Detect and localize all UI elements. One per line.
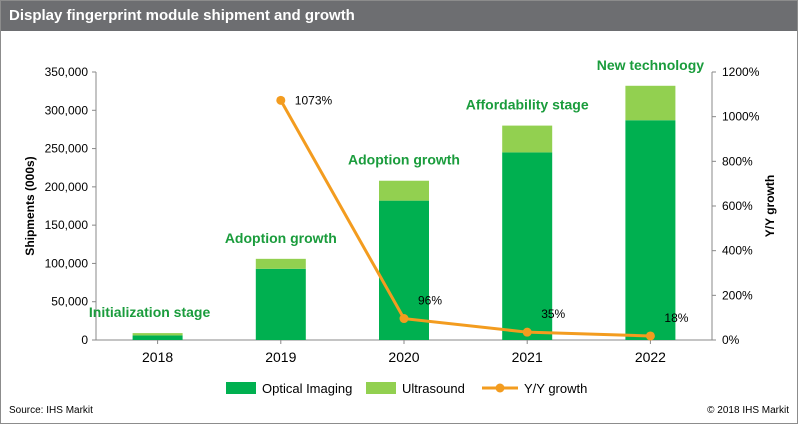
legend-label-ultrasound: Ultrasound (402, 381, 465, 396)
copyright-note: © 2018 IHS Markit (707, 405, 789, 416)
growth-point (522, 327, 532, 337)
y-axis-title: Shipments (000s) (23, 156, 37, 255)
y2-tick-label: 600% (722, 199, 753, 213)
y-tick-label: 300,000 (45, 103, 89, 117)
chart-title: Display fingerprint module shipment and … (9, 7, 355, 24)
growth-data-label: 35% (541, 307, 565, 321)
bar-optical-imaging (132, 335, 183, 340)
y2-tick-label: 1000% (722, 110, 760, 124)
bar-optical-imaging (625, 120, 676, 341)
bar-ultrasound (379, 180, 429, 201)
y-tick-label: 100,000 (45, 256, 89, 270)
x-tick-label: 2022 (635, 349, 666, 365)
y-tick-label: 0 (81, 333, 88, 347)
bar-ultrasound (132, 333, 183, 336)
x-tick-label: 2020 (388, 349, 419, 365)
legend-swatch-optical (226, 382, 256, 394)
y2-tick-label: 400% (722, 244, 753, 258)
growth-point (399, 314, 409, 324)
bar-optical-imaging (255, 268, 306, 340)
growth-line (279, 99, 651, 338)
stage-annotation: Adoption growth (225, 230, 337, 246)
growth-data-label: 1073% (295, 93, 333, 107)
y2-tick-label: 800% (722, 154, 753, 168)
growth-point (276, 95, 286, 105)
y-tick-label: 50,000 (51, 295, 88, 309)
legend-label-growth: Y/Y growth (524, 381, 587, 396)
growth-point (645, 331, 655, 341)
bar-ultrasound (502, 125, 553, 153)
y2-axis-title: Y/Y growth (763, 175, 777, 237)
x-tick-label: 2018 (142, 349, 173, 365)
growth-data-label: 18% (664, 311, 688, 325)
x-tick-label: 2019 (265, 349, 296, 365)
y2-tick-label: 200% (722, 288, 753, 302)
y-tick-label: 250,000 (45, 142, 89, 156)
legend-swatch-ultrasound (366, 382, 396, 394)
stage-annotation: Adoption growth (348, 152, 460, 168)
y-tick-label: 150,000 (45, 218, 89, 232)
y-tick-label: 350,000 (45, 65, 89, 79)
title-bar: Display fingerprint module shipment and … (1, 1, 797, 31)
stage-annotation: New technology (597, 57, 705, 73)
x-tick-label: 2021 (512, 349, 543, 365)
y-tick-label: 200,000 (45, 180, 89, 194)
y2-tick-label: 1200% (722, 65, 760, 79)
bar-ultrasound (255, 258, 306, 269)
legend-label-optical: Optical Imaging (262, 381, 352, 396)
growth-data-label: 96% (418, 294, 442, 308)
legend-swatch-growth-point (495, 383, 505, 393)
stage-annotation: Affordability stage (466, 97, 589, 113)
source-note: Source: IHS Markit (9, 405, 93, 416)
stage-annotation: Initialization stage (89, 304, 211, 320)
y2-tick-label: 0% (722, 333, 740, 347)
bar-ultrasound (625, 85, 676, 121)
bar-optical-imaging (502, 152, 553, 340)
